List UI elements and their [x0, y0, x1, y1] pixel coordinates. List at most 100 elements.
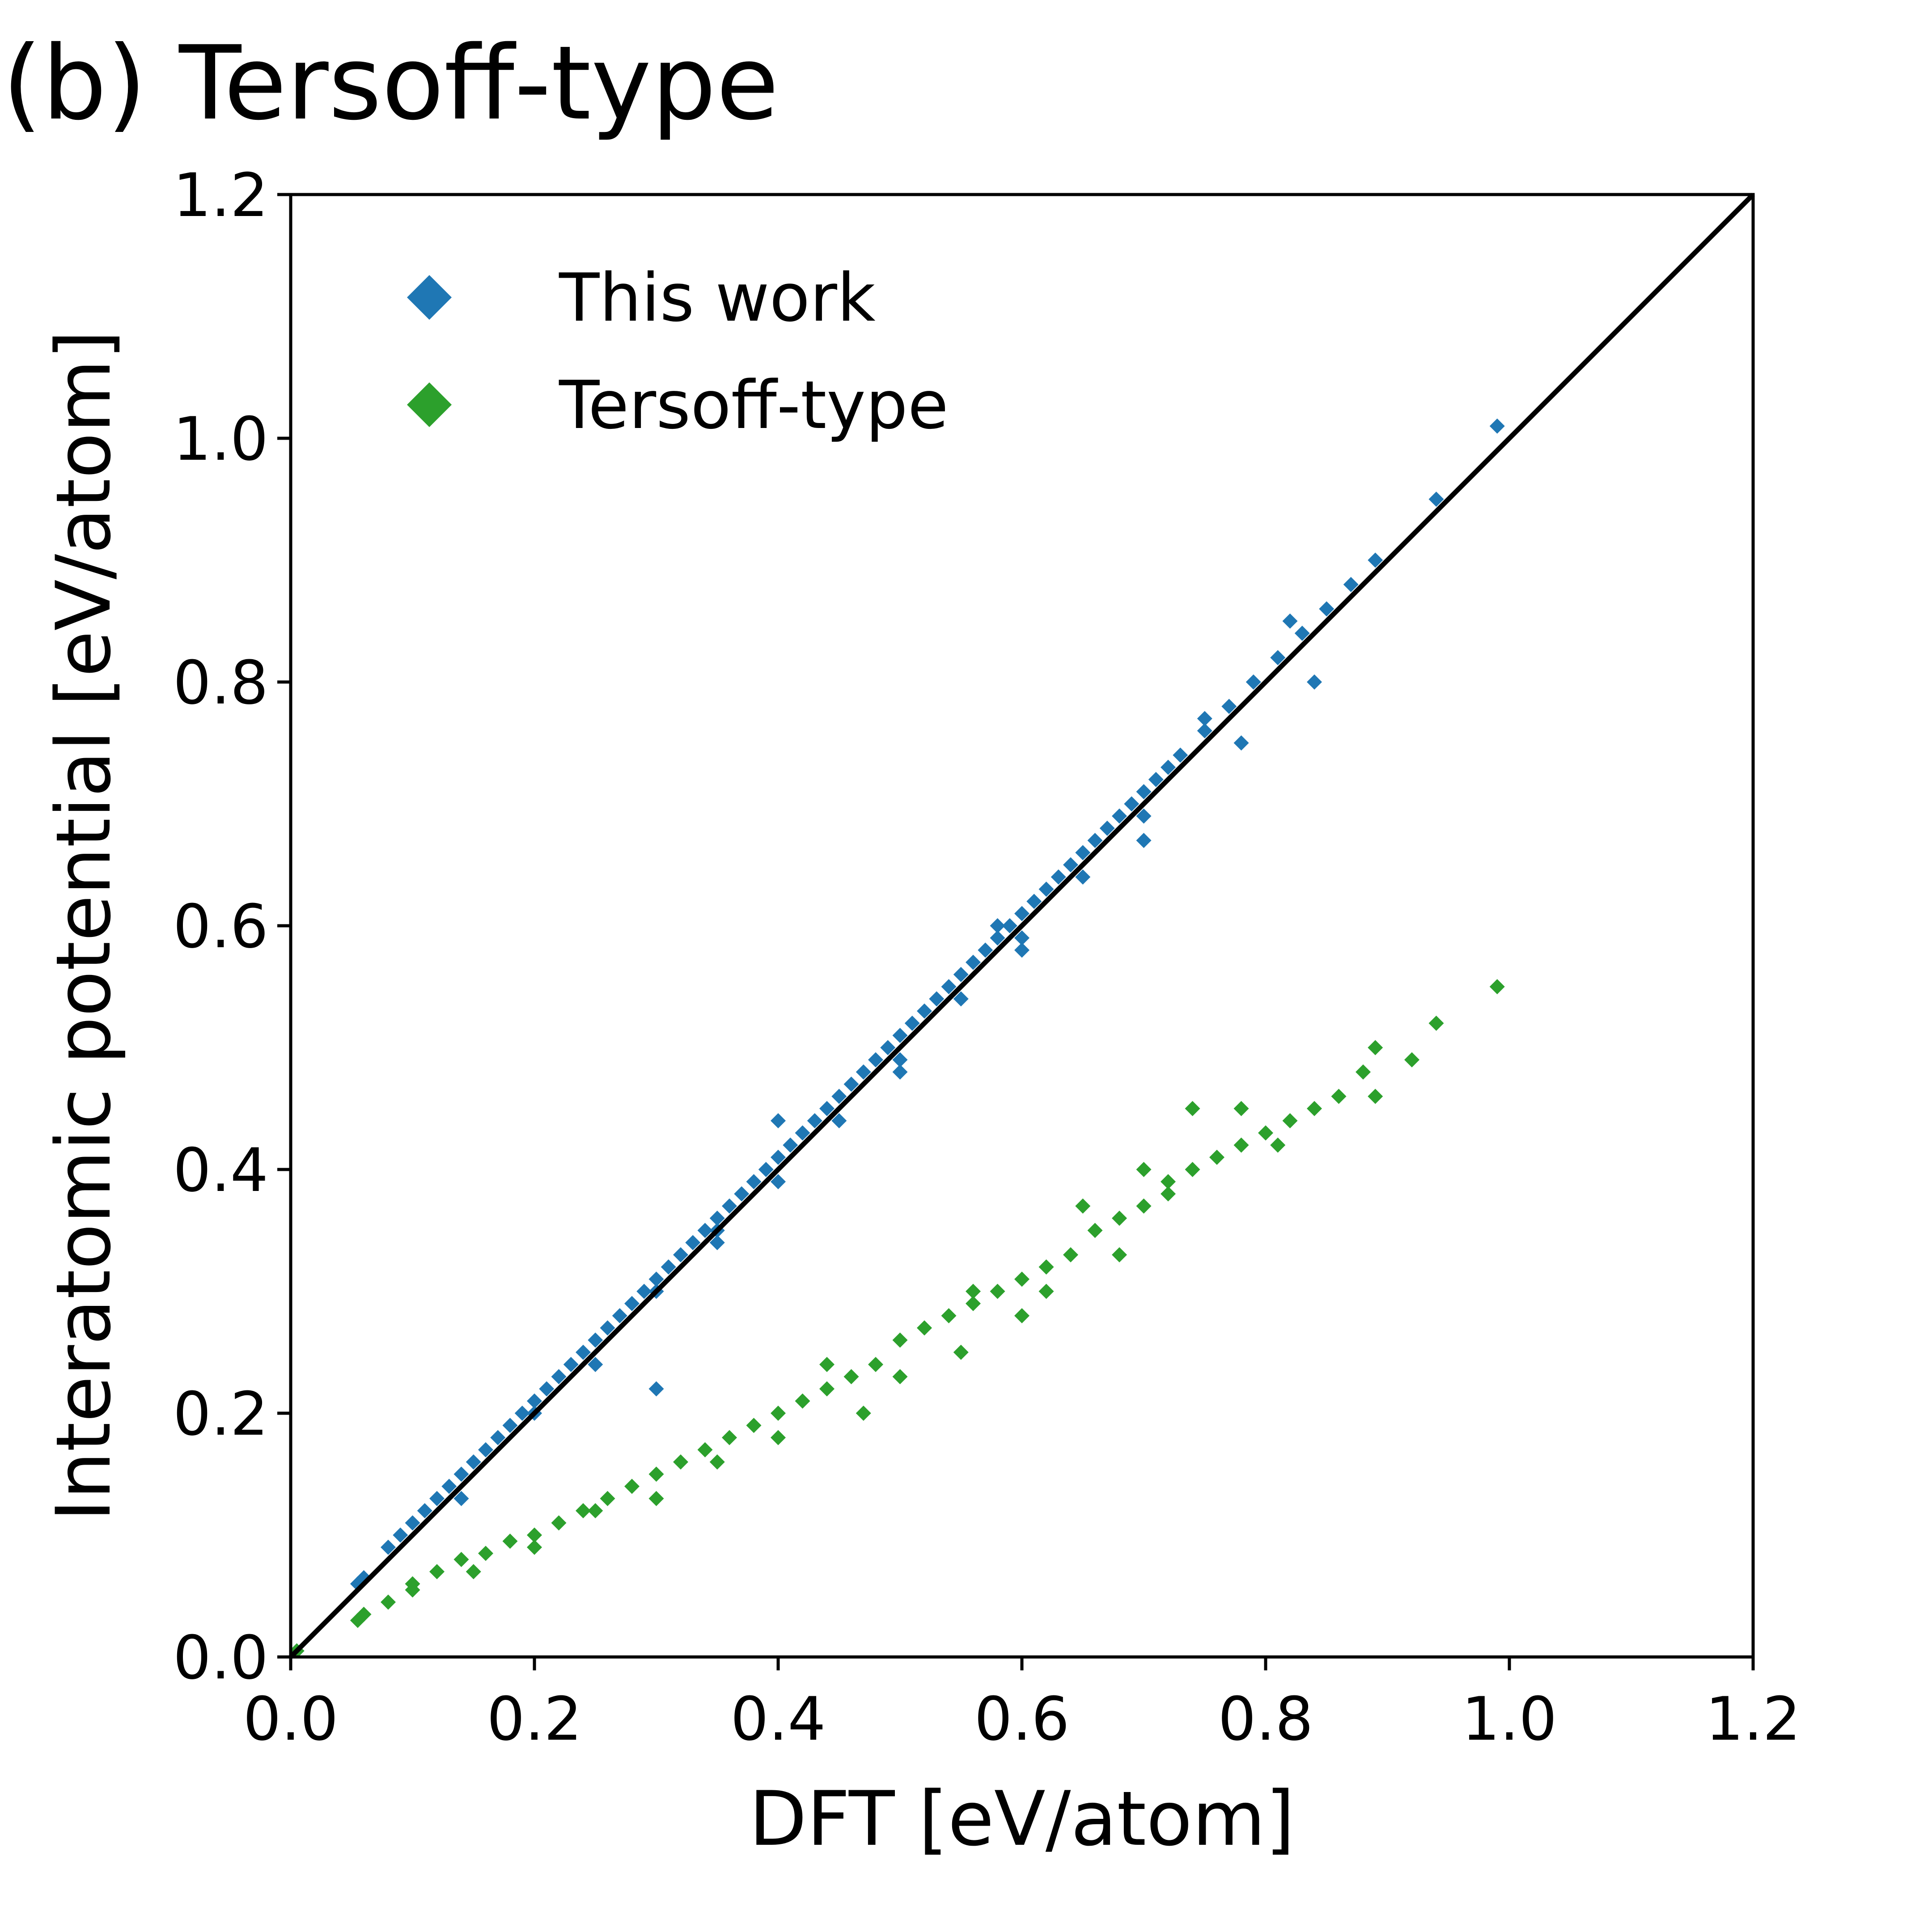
data-point-this-work-53	[978, 942, 993, 958]
data-point-tersoff-type-59	[527, 1539, 542, 1555]
data-point-tersoff-type-14	[648, 1466, 664, 1482]
data-point-this-work-47	[904, 1016, 920, 1031]
legend-marker-0	[407, 275, 452, 320]
x-axis-label: DFT [eV/atom]	[749, 1775, 1295, 1863]
data-point-tersoff-type-58	[588, 1503, 603, 1518]
data-point-this-work-72	[1246, 674, 1261, 690]
x-tick-label-2: 0.4	[730, 1684, 826, 1754]
data-point-tersoff-type-12	[600, 1491, 615, 1506]
data-point-this-work-22	[600, 1320, 615, 1336]
data-point-this-work-89	[1075, 869, 1091, 885]
data-point-this-work-98	[1233, 735, 1249, 751]
data-point-tersoff-type-23	[868, 1357, 883, 1372]
data-point-tersoff-type-52	[1014, 1308, 1030, 1323]
data-point-this-work-46	[892, 1028, 908, 1043]
data-point-tersoff-type-8	[502, 1534, 518, 1549]
data-point-this-work-79	[1489, 418, 1505, 434]
data-point-tersoff-type-68	[1075, 1198, 1091, 1214]
reference-line	[289, 193, 1755, 1659]
data-point-this-work-100	[1197, 711, 1212, 726]
data-point-tersoff-type-46	[1489, 979, 1505, 995]
data-point-this-work-65	[1124, 796, 1140, 812]
data-point-this-work-48	[917, 1003, 932, 1019]
data-point-this-work-10	[453, 1491, 469, 1506]
data-point-this-work-43	[856, 1064, 871, 1080]
x-tick-label-1: 0.2	[487, 1684, 582, 1754]
data-point-tersoff-type-19	[771, 1406, 786, 1421]
data-point-this-work-42	[843, 1076, 859, 1092]
legend-marker-1	[407, 382, 452, 427]
data-point-this-work-58	[1038, 881, 1054, 897]
data-point-this-work-19	[563, 1357, 579, 1372]
x-tick-label-5: 1.0	[1462, 1684, 1557, 1754]
data-point-this-work-34	[746, 1174, 762, 1190]
data-point-this-work-35	[758, 1162, 774, 1177]
data-point-tersoff-type-45	[1428, 1016, 1444, 1031]
data-point-this-work-70	[1197, 723, 1212, 738]
data-point-tersoff-type-33	[1112, 1211, 1127, 1226]
data-point-tersoff-type-35	[1161, 1174, 1176, 1190]
data-point-tersoff-type-30	[1038, 1259, 1054, 1275]
data-point-this-work-96	[1014, 942, 1030, 958]
data-point-this-work-45	[880, 1040, 896, 1055]
data-point-this-work-74	[1294, 626, 1310, 641]
data-point-tersoff-type-27	[966, 1296, 981, 1311]
data-point-tersoff-type-5	[429, 1564, 445, 1580]
data-point-this-work-3	[381, 1539, 396, 1555]
data-point-this-work-68	[1161, 759, 1176, 775]
data-point-this-work-101	[1282, 613, 1298, 629]
data-point-tersoff-type-9	[527, 1527, 542, 1543]
data-point-this-work-49	[929, 991, 945, 1007]
data-point-tersoff-type-50	[1185, 1101, 1200, 1116]
data-point-tersoff-type-54	[856, 1406, 871, 1421]
data-point-this-work-86	[892, 1052, 908, 1068]
data-point-tersoff-type-48	[1368, 1089, 1383, 1104]
data-point-this-work-25	[636, 1284, 652, 1299]
data-point-this-work-88	[1014, 930, 1030, 946]
data-point-this-work-18	[551, 1369, 567, 1385]
data-point-tersoff-type-55	[771, 1430, 786, 1445]
data-point-this-work-50	[941, 979, 957, 995]
data-point-this-work-24	[624, 1296, 640, 1311]
data-point-this-work-7	[429, 1491, 445, 1506]
data-point-tersoff-type-40	[1282, 1113, 1298, 1128]
data-point-this-work-55	[1002, 918, 1017, 933]
panel-title: (b) Tersoff-type	[2, 24, 779, 143]
y-tick-label-4: 0.8	[173, 648, 268, 718]
data-point-this-work-81	[588, 1357, 603, 1372]
data-point-this-work-17	[539, 1381, 555, 1397]
data-point-tersoff-type-63	[892, 1369, 908, 1385]
data-point-this-work-54	[990, 930, 1005, 946]
data-point-this-work-12	[478, 1442, 493, 1457]
data-point-tersoff-type-60	[466, 1564, 481, 1580]
data-point-tersoff-type-66	[1136, 1162, 1152, 1177]
data-point-this-work-40	[819, 1101, 835, 1116]
data-point-this-work-75	[1319, 601, 1335, 617]
y-tick-label-2: 0.4	[173, 1135, 268, 1205]
data-point-this-work-13	[490, 1430, 506, 1445]
data-point-this-work-38	[795, 1125, 810, 1141]
y-axis-label: Interatomic potential [eV/atom]	[40, 330, 127, 1521]
legend-label-0: This work	[559, 259, 876, 336]
data-point-this-work-41	[831, 1089, 847, 1104]
data-point-this-work-51	[953, 967, 969, 982]
data-point-tersoff-type-22	[843, 1369, 859, 1385]
data-point-this-work-83	[709, 1235, 725, 1250]
data-point-this-work-84	[771, 1174, 786, 1190]
data-point-this-work-28	[673, 1247, 688, 1263]
data-point-this-work-90	[1136, 808, 1152, 824]
data-point-this-work-21	[588, 1332, 603, 1348]
data-point-this-work-93	[771, 1113, 786, 1128]
data-point-this-work-30	[697, 1223, 713, 1238]
data-point-this-work-95	[990, 918, 1005, 933]
data-point-this-work-4	[393, 1527, 408, 1543]
data-point-tersoff-type-44	[1368, 1040, 1383, 1055]
data-point-this-work-94	[892, 1064, 908, 1080]
x-tick-label-4: 0.8	[1218, 1684, 1313, 1754]
data-point-tersoff-type-49	[1270, 1137, 1286, 1153]
data-point-this-work-64	[1112, 808, 1127, 824]
data-point-this-work-5	[405, 1515, 420, 1531]
data-point-this-work-26	[648, 1271, 664, 1287]
data-point-this-work-60	[1063, 857, 1078, 873]
